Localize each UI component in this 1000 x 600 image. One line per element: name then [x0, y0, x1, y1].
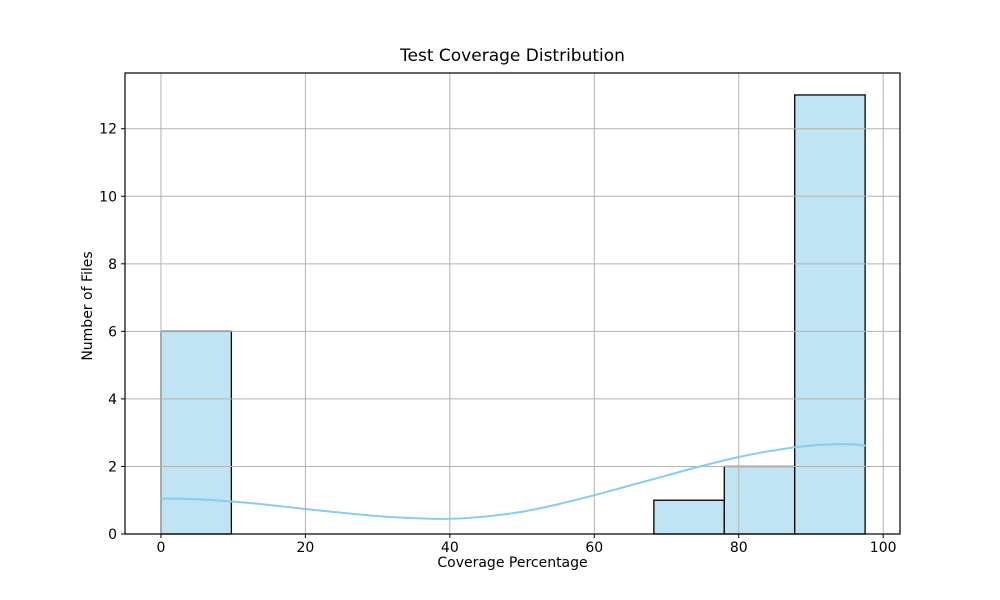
x-tick-label: 80	[730, 540, 748, 556]
histogram-bar	[723, 465, 796, 535]
plot-border	[124, 72, 901, 535]
y-tick-label: 0	[108, 527, 117, 543]
histogram-bar	[653, 499, 725, 535]
y-tick-label: 6	[108, 324, 117, 340]
histogram-bar	[160, 330, 233, 535]
x-tick-label: 0	[157, 540, 166, 556]
y-tick-label: 2	[108, 459, 117, 475]
x-tick-label: 20	[296, 540, 314, 556]
x-axis-label: Coverage Percentage	[437, 555, 588, 571]
x-tick-label: 100	[870, 540, 897, 556]
histogram-bar	[794, 94, 866, 535]
y-tick-label: 4	[108, 392, 117, 408]
chart-title: Test Coverage Distribution	[400, 46, 625, 66]
x-tick-label: 40	[441, 540, 459, 556]
y-axis-label: Number of Files	[80, 251, 96, 361]
y-tick-label: 12	[99, 122, 117, 138]
y-tick-label: 8	[108, 257, 117, 273]
x-tick-label: 60	[585, 540, 603, 556]
kde-curve	[159, 443, 867, 520]
y-tick-label: 10	[99, 189, 117, 205]
